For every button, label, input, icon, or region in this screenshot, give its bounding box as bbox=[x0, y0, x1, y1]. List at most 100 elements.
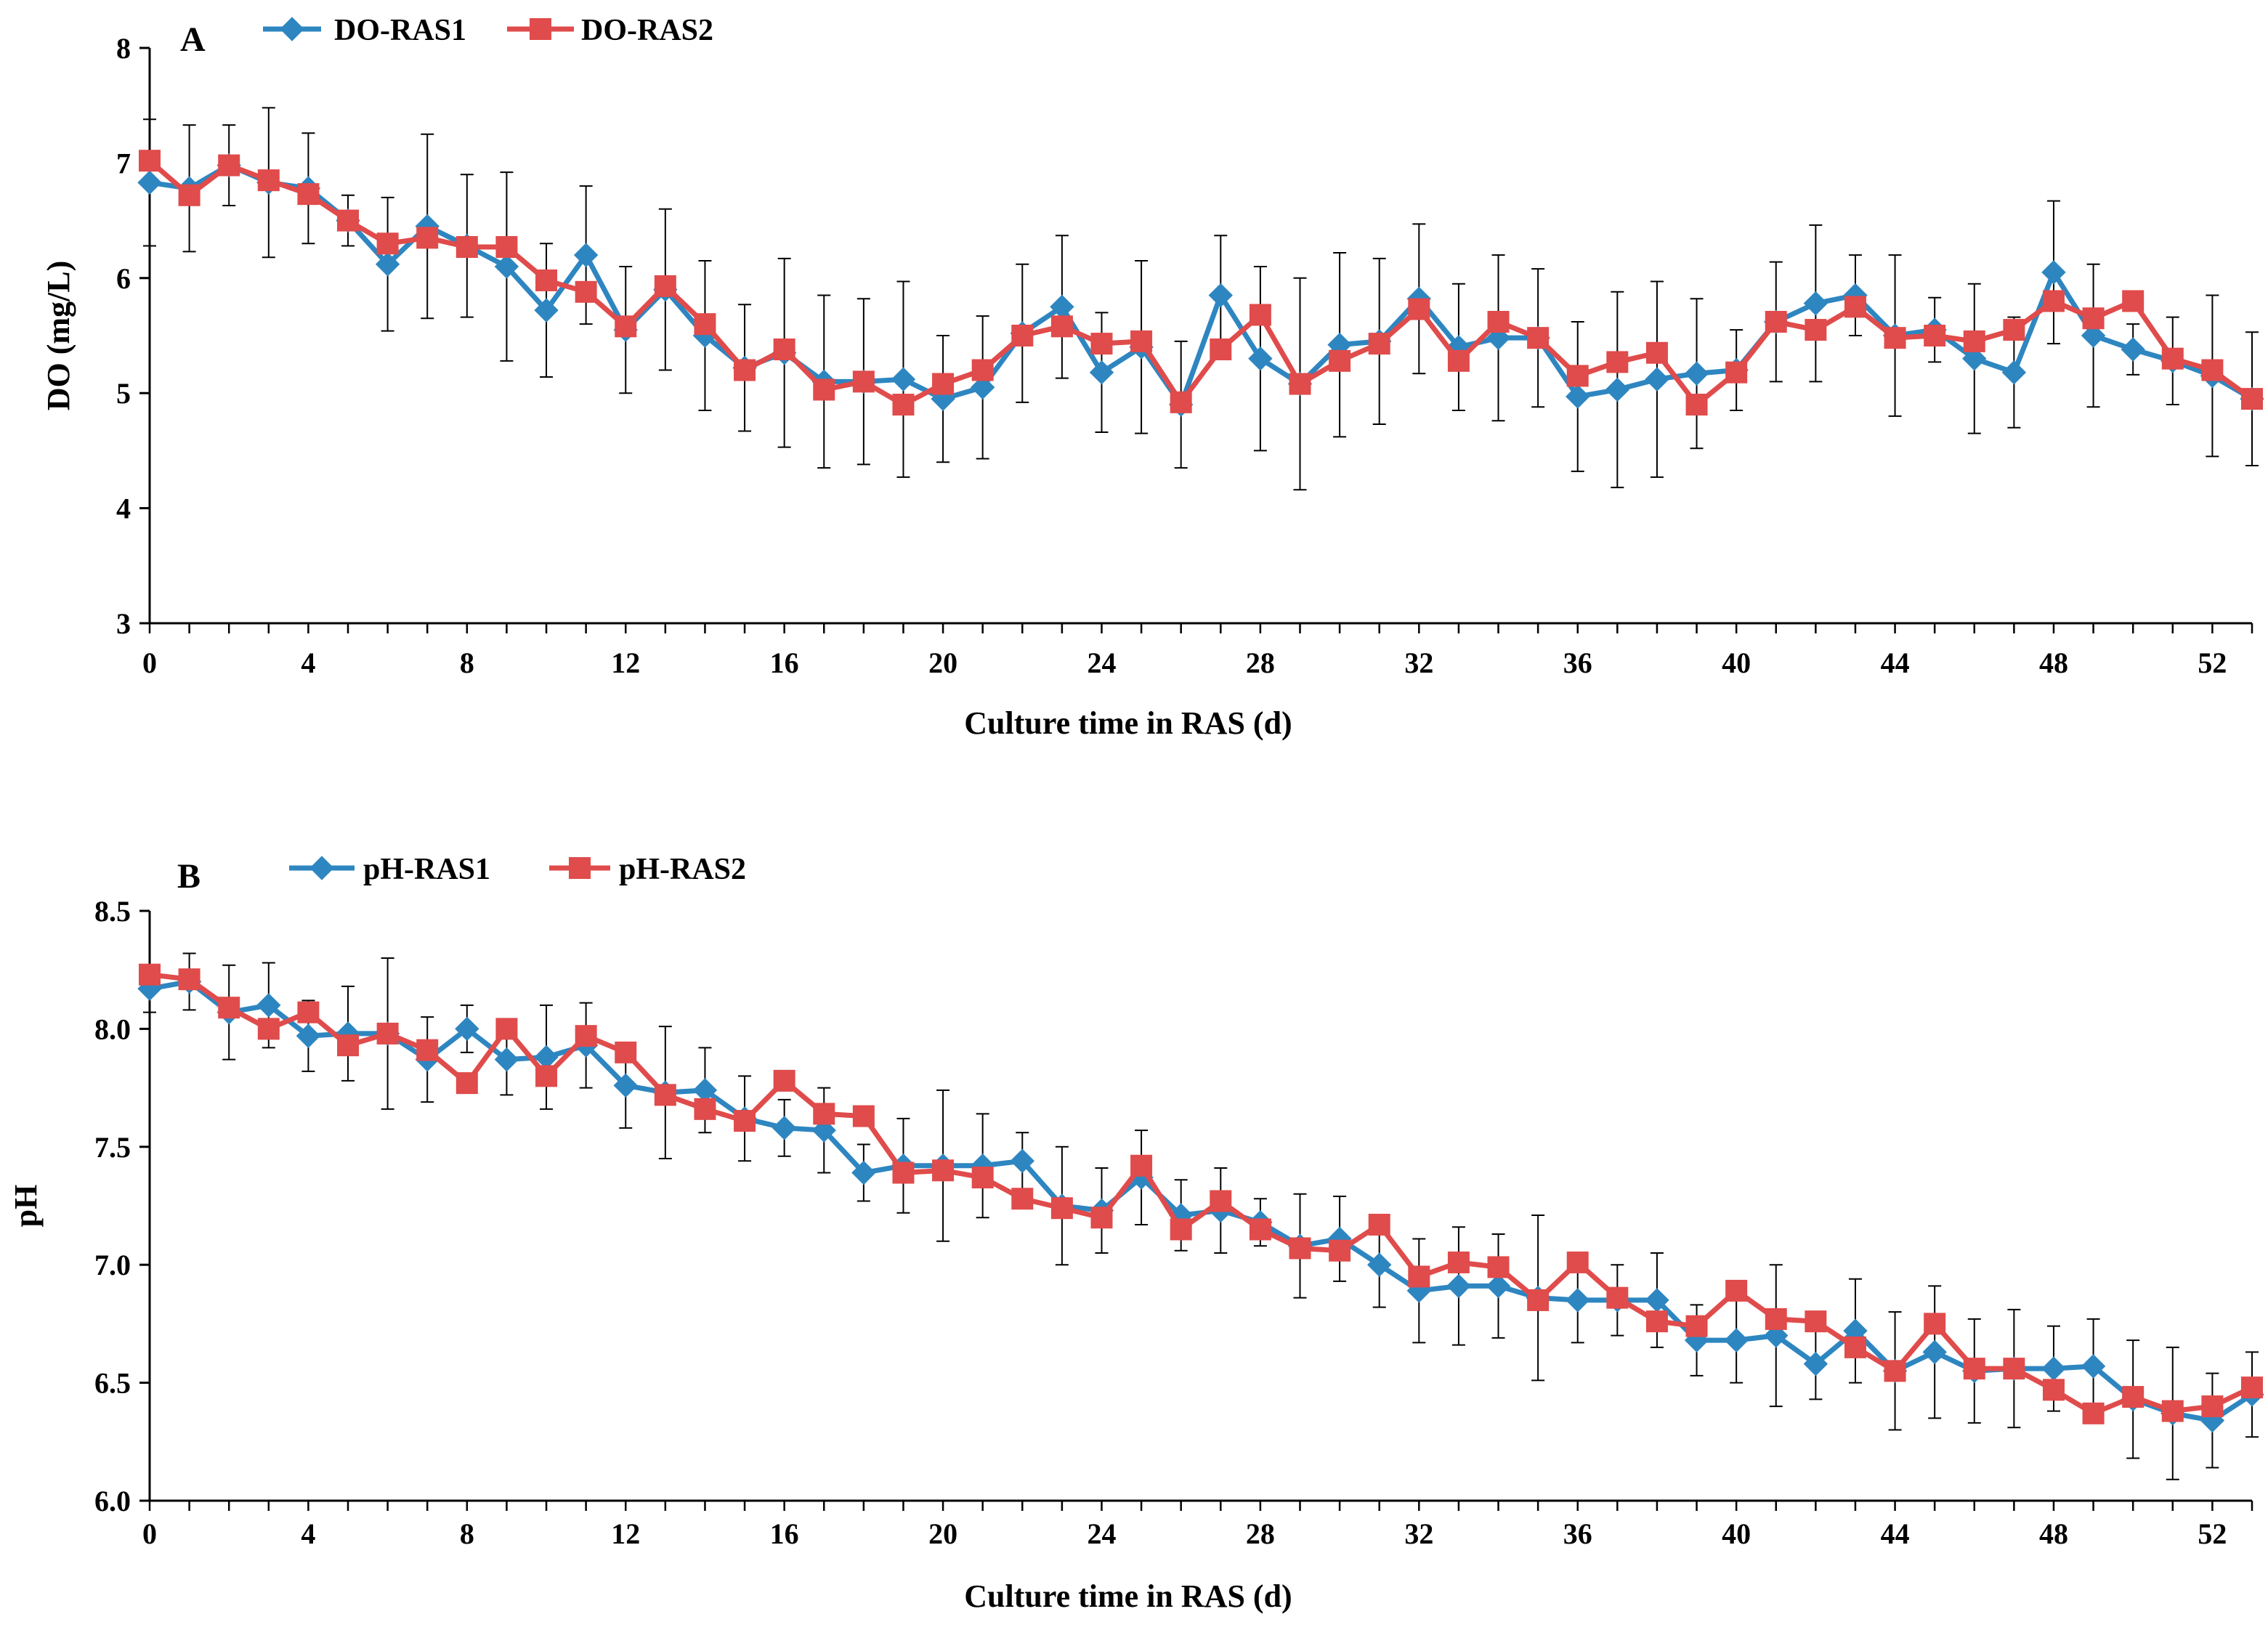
panel-b-series-ph-ras2-point bbox=[1210, 1190, 1232, 1212]
panel-b-series-ph-ras2-point bbox=[2241, 1376, 2263, 1399]
panel-b-series-ph-ras1-point bbox=[494, 1047, 519, 1072]
panel-b-series-ph-ras2-point bbox=[1606, 1286, 1629, 1309]
panel-b-series-ph-ras2-point bbox=[615, 1041, 637, 1063]
panel-b-series-ph-ras2-point bbox=[2201, 1395, 2224, 1418]
panel-a-legend-label: DO-RAS1 bbox=[334, 14, 466, 47]
panel-a-series-do-ras1-point bbox=[1684, 361, 1709, 386]
panel-b-series-ph-ras1-point bbox=[2041, 1356, 2066, 1381]
panel-b-series-ph-ras2-point bbox=[416, 1039, 439, 1061]
panel-a-series-do-ras2-point bbox=[1170, 391, 1192, 413]
panel-a-series-do-ras2-point bbox=[1249, 304, 1271, 326]
panel-b-x-tick-label: 52 bbox=[2198, 1517, 2227, 1550]
panel-b-series-ph-ras2-point bbox=[892, 1161, 915, 1184]
panel-a-x-tick-label: 48 bbox=[2039, 646, 2068, 679]
panel-a-series-do-ras2-point bbox=[1487, 310, 1510, 333]
panel-a-legend-marker bbox=[280, 17, 304, 41]
panel-a-series-do-ras2-point bbox=[535, 269, 558, 291]
panel-a-series-do-ras1-point bbox=[1605, 377, 1630, 402]
panel-b-x-tick-label: 44 bbox=[1881, 1517, 1910, 1550]
panel-b-y-tick-label: 8.0 bbox=[94, 1013, 131, 1045]
panel-a-x-tick-label: 32 bbox=[1404, 646, 1433, 679]
panel-a-series-do-ras2-point bbox=[1527, 327, 1550, 349]
panel-b-y-tick-label: 7.0 bbox=[94, 1249, 131, 1281]
panel-a-x-axis-title: Culture time in RAS (d) bbox=[964, 705, 1292, 741]
panel-b-chart: 6.06.57.07.58.08.50 4 8 12 16 20 24 28 32 36 40 44 4… bbox=[8, 853, 2264, 1614]
panel-a-series-do-ras1-point bbox=[1962, 346, 1987, 371]
panel-a-series-do-ras1-point bbox=[1089, 360, 1114, 385]
panel-b-series-ph-ras2-point bbox=[178, 968, 201, 991]
panel-a-series-do-ras2-point bbox=[1090, 333, 1113, 355]
panel-a-x-tick-label: 20 bbox=[928, 646, 957, 679]
panel-b-series-ph-ras2-point bbox=[813, 1103, 835, 1125]
panel-a-y-tick-label: 7 bbox=[116, 147, 131, 179]
panel-a-series-do-ras2-point bbox=[257, 169, 280, 192]
panel-a-series-do-ras1-point bbox=[375, 252, 400, 277]
panel-a-y-tick-label: 4 bbox=[116, 492, 131, 525]
panel-b-series-ph-ras1-point bbox=[771, 1116, 797, 1140]
panel-a-x-tick-label: 52 bbox=[2198, 646, 2227, 679]
panel-a-series-do-ras2-point bbox=[218, 154, 240, 177]
panel-b-series-ph-ras2-point bbox=[1963, 1358, 1985, 1380]
panel-b-legend-label: pH-RAS2 bbox=[619, 853, 746, 886]
panel-a-series-do-ras2-point bbox=[773, 338, 795, 361]
panel-a-series-do-ras2-point bbox=[2161, 347, 2184, 370]
panel-b-series-ph-ras2-point bbox=[734, 1110, 756, 1132]
panel-a-series-do-ras2-point bbox=[1963, 330, 1985, 352]
panel-a-series-do-ras1-line bbox=[149, 163, 2253, 408]
panel-a-series-do-ras2-line bbox=[147, 158, 2254, 408]
panel-a-series-do-ras1-point bbox=[494, 254, 519, 279]
panel-b-series-ph-ras1-point bbox=[2081, 1354, 2106, 1379]
panel-b-series-ph-ras1-point bbox=[1486, 1273, 1511, 1299]
panel-a-series-do-ras2-point bbox=[2201, 359, 2224, 381]
panel-a-series-do-ras2-point bbox=[615, 315, 637, 338]
panel-a-series-do-ras1-point bbox=[1566, 384, 1590, 409]
panel-a-series-do-ras2-point bbox=[1050, 315, 1073, 338]
panel-a-series-do-ras1-point bbox=[573, 243, 599, 267]
panel-b-series-ph-ras1-point bbox=[1446, 1273, 1471, 1299]
panel-a-series-do-ras2-point bbox=[495, 236, 518, 259]
panel-a-series-do-ras2-point bbox=[971, 359, 994, 381]
panel-b-x-axis-title: Culture time in RAS (d) bbox=[964, 1578, 1292, 1614]
panel-b-series-ph-ras2-point bbox=[297, 1001, 320, 1023]
panel-a-series-do-ras2-point bbox=[1447, 349, 1470, 372]
panel-b-series-ph-ras1-point bbox=[1010, 1148, 1034, 1173]
panel-b-x-tick-label: 32 bbox=[1404, 1517, 1433, 1550]
panel-b-series-ph-ras2-point bbox=[376, 1022, 399, 1045]
panel-a-series-do-ras2-point bbox=[1408, 298, 1430, 320]
panel-b-y-tick-label: 7.5 bbox=[94, 1131, 131, 1164]
panel-a-series-do-ras2-point bbox=[892, 394, 915, 416]
panel-a-series-do-ras2-point bbox=[376, 232, 399, 255]
panel-b-series-ph-ras1-point bbox=[296, 1023, 321, 1048]
panel-a-series-do-ras2-point bbox=[1210, 338, 1232, 361]
panel-b-series-ph-ras2-point bbox=[1765, 1307, 1787, 1330]
panel-b-x-tick-label: 24 bbox=[1087, 1517, 1116, 1550]
panel-a-series-do-ras2-point bbox=[1805, 319, 1827, 341]
panel-b-series-ph-ras1-point bbox=[1922, 1339, 1947, 1365]
panel-b-series-ph-ras1-point bbox=[256, 993, 281, 1018]
panel-b-series-ph-ras2-point bbox=[139, 963, 161, 986]
panel-b-series-ph-ras2-point bbox=[773, 1069, 795, 1092]
panel-b-series-ph-ras2-point bbox=[1130, 1154, 1153, 1177]
panel-a-series-do-ras2-point bbox=[1844, 296, 1866, 318]
panel-a-series-do-ras2-point bbox=[1130, 330, 1153, 352]
panel-b-series-ph-ras2-point bbox=[1011, 1188, 1034, 1210]
panel-b-series-ph-ras2-point bbox=[1725, 1279, 1748, 1302]
panel-a-y-tick-label: 8 bbox=[116, 32, 131, 65]
panel-a-series-do-ras2-point bbox=[932, 373, 955, 395]
panel-a-series-do-ras2-point bbox=[1725, 361, 1748, 384]
panel-b-x-tick-label: 20 bbox=[928, 1517, 957, 1550]
panel-b-series-ph-ras2-point bbox=[1368, 1213, 1390, 1236]
panel-b-series-ph-ras2-point bbox=[2161, 1400, 2184, 1422]
panel-a-x-tick-label: 16 bbox=[770, 646, 799, 679]
panel-a-series-do-ras1-point bbox=[1645, 367, 1669, 392]
panel-a-series-do-ras2-point bbox=[1011, 325, 1034, 346]
panel-b-series-ph-ras2-point bbox=[1566, 1251, 1589, 1273]
panel-b-series-ph-ras2-point bbox=[1527, 1289, 1550, 1311]
panel-a-letter: A bbox=[180, 20, 206, 59]
panel-b-series-ph-ras2-point bbox=[2042, 1379, 2065, 1401]
panel-a-x-tick-label: 0 bbox=[142, 646, 157, 679]
panel-a-y-axis-title: DO (mg/L) bbox=[41, 261, 76, 411]
panel-b-y-axis-title: pH bbox=[8, 1185, 44, 1228]
panel-a-series-do-ras2-point bbox=[1368, 333, 1390, 355]
panel-b-x-tick-label: 28 bbox=[1246, 1517, 1275, 1550]
